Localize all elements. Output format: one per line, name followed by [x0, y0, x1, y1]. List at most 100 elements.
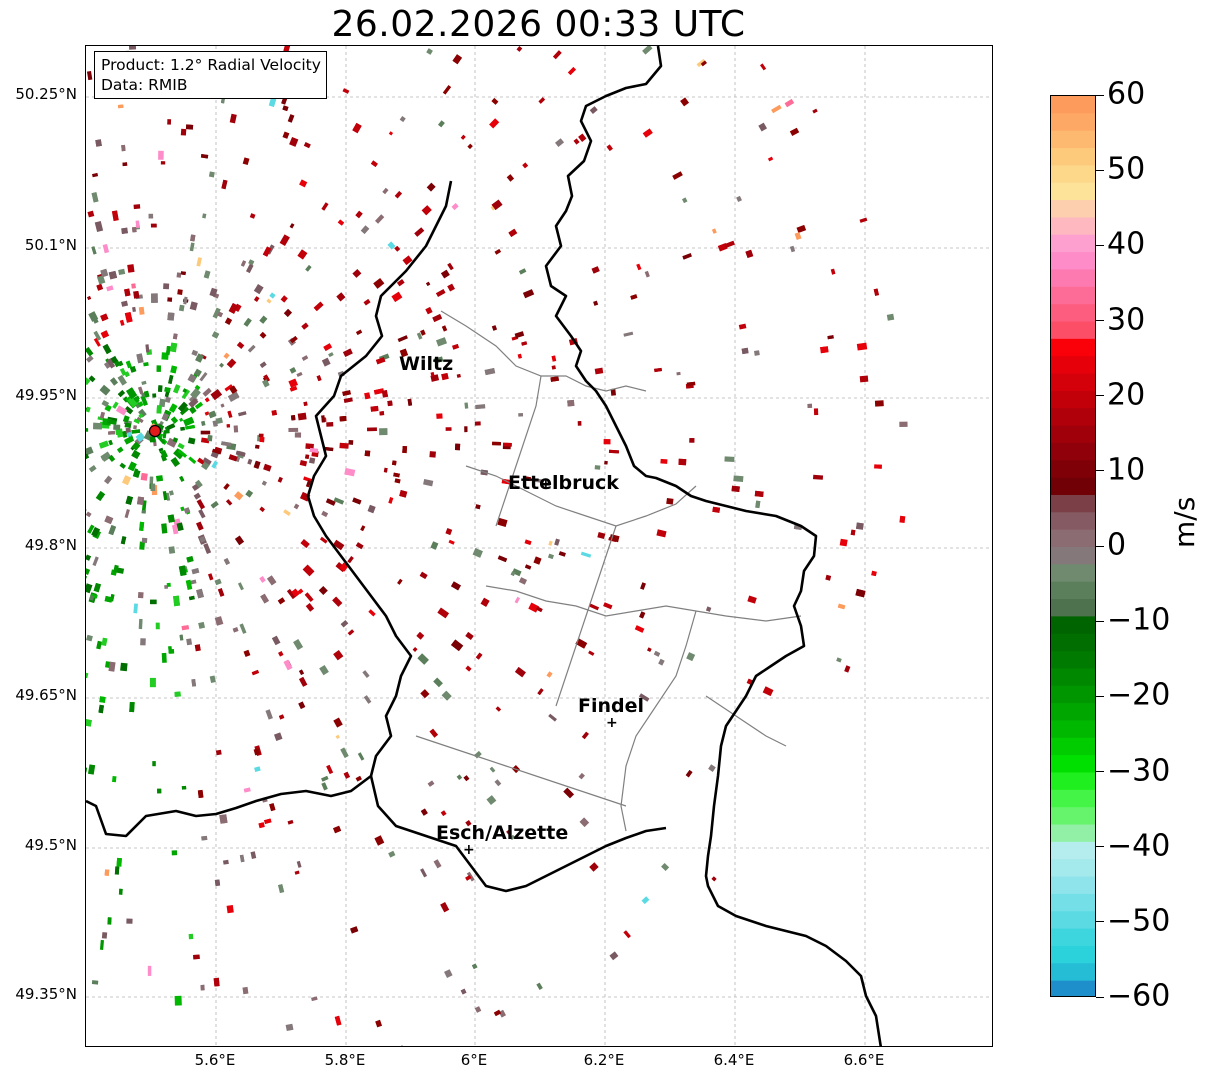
town-marker-findel: + [606, 715, 618, 731]
colorbar-tick-label: 10 [1107, 452, 1146, 488]
colorbar-segment [1051, 182, 1095, 201]
colorbar-segment [1051, 234, 1095, 253]
colorbar-segment [1051, 252, 1095, 271]
colorbar-segment [1051, 373, 1095, 392]
colorbar-tick [1096, 695, 1104, 697]
colorbar-tick [1096, 545, 1104, 547]
colorbar-tick-label: 0 [1107, 527, 1127, 563]
colorbar-segment [1051, 616, 1095, 635]
town-marker-ettelbruck: + [540, 477, 552, 493]
colorbar-segment [1051, 477, 1095, 496]
lat-tick-label: 49.35°N [15, 985, 77, 1003]
colorbar-segment [1051, 113, 1095, 132]
colorbar-tick-label: 20 [1107, 377, 1146, 413]
lon-tick-label: 5.8°E [324, 1051, 366, 1069]
colorbar-segment [1051, 599, 1095, 617]
colorbar-segment [1051, 286, 1095, 305]
town-marker-esch: + [463, 842, 475, 858]
colorbar-segment [1051, 963, 1095, 982]
colorbar-segment [1051, 200, 1095, 219]
colorbar-tick [1096, 620, 1104, 622]
colorbar-tick-label: −50 [1107, 903, 1171, 939]
colorbar-tick [1096, 169, 1104, 171]
colorbar-segment [1051, 945, 1095, 964]
colorbar-segment [1051, 442, 1095, 461]
lat-tick-label: 50.1°N [24, 236, 77, 254]
colorbar-tick [1096, 846, 1104, 848]
lat-tick-label: 49.95°N [15, 386, 77, 404]
radar-echoes [86, 46, 908, 1046]
colorbar-tick-label: −60 [1107, 978, 1171, 1014]
colorbar-segment [1051, 564, 1095, 583]
data-source-label: Data: RMIB [101, 76, 188, 94]
colorbar-segment [1051, 911, 1095, 930]
national-border [544, 46, 883, 1046]
colorbar-segment [1051, 807, 1095, 826]
colorbar-segment [1051, 148, 1095, 166]
colorbar-segment [1051, 668, 1095, 687]
colorbar-segment [1051, 165, 1095, 184]
colorbar-segment [1051, 859, 1095, 878]
colorbar-tick-label: 60 [1107, 76, 1146, 112]
lon-tick-label: 6.2°E [583, 1051, 625, 1069]
colorbar-segment [1051, 338, 1095, 357]
colorbar-segment [1051, 529, 1095, 548]
town-label-findel: Findel [578, 695, 644, 717]
colorbar-segment [1051, 737, 1095, 756]
product-info-box: Product: 1.2° Radial Velocity Data: RMIB [94, 51, 327, 99]
colorbar-tick-label: −20 [1107, 677, 1171, 713]
colorbar-tick [1096, 244, 1104, 246]
map-canvas: Wiltz Ettelbruck + Findel + Esch/Alzette… [86, 46, 992, 1046]
colorbar-segment [1051, 96, 1095, 114]
colorbar-segment [1051, 304, 1095, 323]
velocity-colorbar [1050, 95, 1096, 997]
lon-tick-label: 5.6°E [194, 1051, 236, 1069]
lon-tick-label: 6°E [460, 1051, 488, 1069]
colorbar-segment [1051, 390, 1095, 409]
town-label-esch-alzette: Esch/Alzette [436, 822, 568, 844]
colorbar-segment [1051, 512, 1095, 531]
colorbar-segment [1051, 720, 1095, 739]
colorbar-segment [1051, 789, 1095, 808]
colorbar-segment [1051, 494, 1095, 513]
colorbar-tick [1096, 771, 1104, 772]
colorbar-tick [1096, 470, 1104, 472]
colorbar-segment [1051, 408, 1095, 427]
lon-tick-label: 6.4°E [713, 1051, 755, 1069]
colorbar-segment [1051, 547, 1095, 565]
colorbar-tick-label: −40 [1107, 828, 1171, 864]
colorbar-tick [1096, 94, 1104, 96]
town-markers: Wiltz Ettelbruck + Findel + Esch/Alzette… [399, 353, 644, 858]
town-label-wiltz: Wiltz [399, 353, 453, 375]
colorbar-gradient [1051, 96, 1095, 996]
colorbar-tick-label: −30 [1107, 752, 1171, 788]
lon-tick-label: 6.6°E [843, 1051, 885, 1069]
colorbar-segment [1051, 824, 1095, 843]
colorbar-segment [1051, 269, 1095, 288]
colorbar-segment [1051, 425, 1095, 444]
radar-map[interactable]: Wiltz Ettelbruck + Findel + Esch/Alzette… [85, 45, 993, 1047]
colorbar-tick [1096, 921, 1104, 923]
colorbar-segment [1051, 772, 1095, 791]
colorbar-segment [1051, 685, 1095, 704]
national-border-south [369, 775, 667, 893]
colorbar-segment [1051, 928, 1095, 947]
colorbar-tick-label: 30 [1107, 301, 1146, 337]
colorbar-segment [1051, 651, 1095, 670]
colorbar-segment [1051, 703, 1095, 722]
lat-tick-label: 50.25°N [15, 85, 77, 103]
colorbar-segment [1051, 581, 1095, 600]
colorbar-segment [1051, 460, 1095, 479]
lat-tick-label: 49.65°N [15, 686, 77, 704]
colorbar-segment [1051, 217, 1095, 236]
lat-tick-label: 49.5°N [24, 836, 77, 854]
radar-site-marker[interactable] [148, 424, 162, 438]
town-label-ettelbruck: Ettelbruck [508, 472, 619, 494]
map-title: 26.02.2026 00:33 UTC [331, 4, 746, 45]
colorbar-segment [1051, 841, 1095, 860]
colorbar-tick [1096, 996, 1104, 998]
colorbar-segment [1051, 755, 1095, 774]
colorbar-segment [1051, 633, 1095, 652]
colorbar-segment [1051, 876, 1095, 895]
colorbar-segment [1051, 980, 1095, 996]
